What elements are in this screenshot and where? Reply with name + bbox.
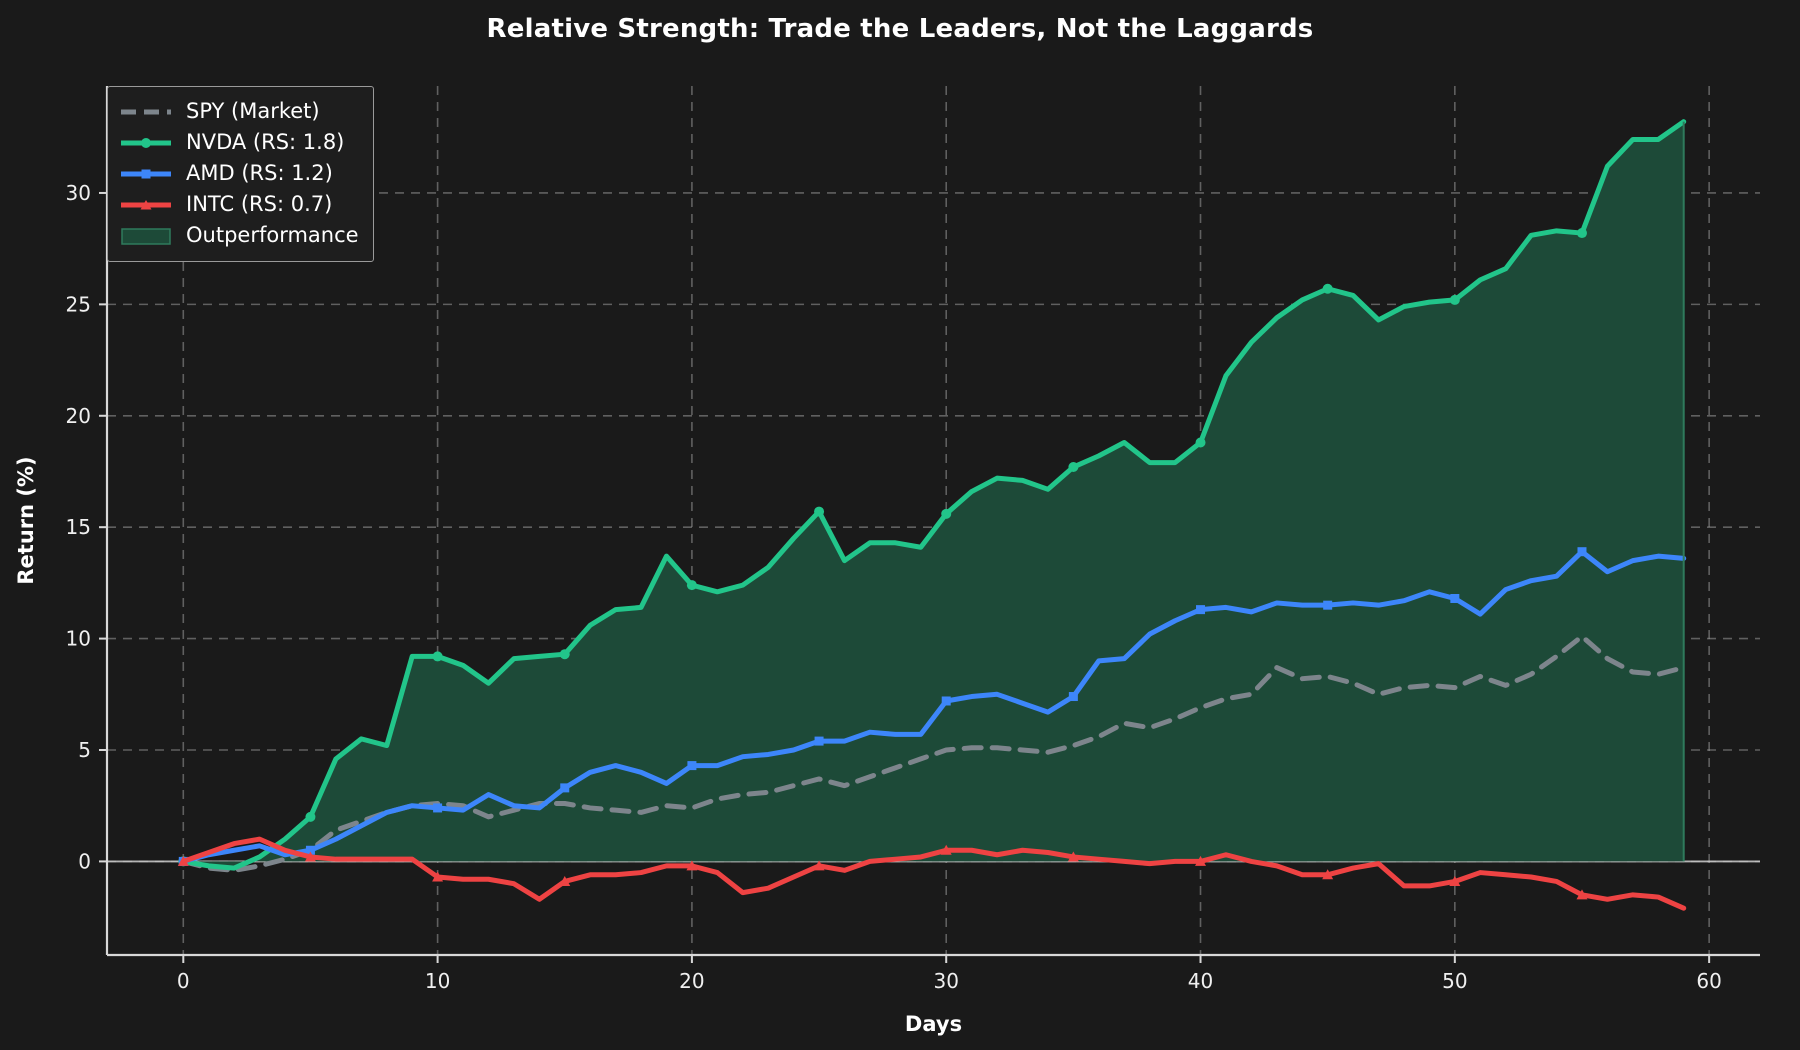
series-marker xyxy=(814,736,824,746)
series-marker xyxy=(686,860,698,871)
series-marker xyxy=(1067,851,1079,862)
series-marker xyxy=(177,855,189,866)
x-axis-label: Days xyxy=(905,1012,962,1036)
page-title: Relative Strength: Trade the Leaders, No… xyxy=(486,14,1314,44)
series-marker xyxy=(1196,605,1206,615)
series-marker xyxy=(1449,294,1460,305)
legend-marker xyxy=(141,169,151,178)
series-marker xyxy=(1068,692,1078,702)
series-intc xyxy=(177,836,1687,911)
legend-swatch-icon xyxy=(120,101,172,123)
series-marker xyxy=(559,649,570,660)
series-marker xyxy=(433,803,443,813)
series-marker xyxy=(941,696,951,706)
legend-marker xyxy=(140,199,152,209)
series-marker xyxy=(1322,283,1333,294)
series-marker xyxy=(687,761,697,771)
legend-label: Outperformance xyxy=(186,223,359,247)
series-marker xyxy=(432,871,444,882)
series-marker xyxy=(941,508,952,519)
series-marker xyxy=(813,860,825,871)
series-marker xyxy=(1450,593,1460,603)
series-marker xyxy=(1323,600,1333,610)
legend-item[interactable]: AMD (RS: 1.2) xyxy=(120,158,359,189)
series-marker xyxy=(1449,875,1461,886)
legend-swatch-icon xyxy=(120,132,172,154)
legend-label: NVDA (RS: 1.8) xyxy=(186,130,345,154)
x-tick-label: 10 xyxy=(425,969,450,993)
x-tick-label: 20 xyxy=(679,969,704,993)
x-tick-label: 30 xyxy=(933,969,958,993)
legend-swatch-icon xyxy=(120,163,172,185)
y-tick-label: 0 xyxy=(78,849,91,873)
x-tick-label: 60 xyxy=(1696,969,1721,993)
series-marker xyxy=(1322,869,1334,880)
series-marker xyxy=(1576,889,1588,900)
legend-item[interactable]: SPY (Market) xyxy=(120,96,359,127)
x-tick-label: 0 xyxy=(177,969,190,993)
legend-marker xyxy=(141,137,151,148)
legend-label: SPY (Market) xyxy=(186,99,320,123)
legend-item[interactable]: INTC (RS: 0.7) xyxy=(120,189,359,220)
series-marker xyxy=(1195,437,1206,448)
legend-label: AMD (RS: 1.2) xyxy=(186,161,333,185)
legend-item[interactable]: Outperformance xyxy=(120,220,359,251)
y-tick-label: 30 xyxy=(66,181,91,205)
chart-legend: SPY (Market) NVDA (RS: 1.8) AMD (RS: 1.2) I… xyxy=(107,86,374,262)
series-marker xyxy=(305,811,316,822)
series-marker xyxy=(560,783,570,793)
axis-ticks: 0 5 10 15 20 25 30 0 10 20 30 40 50 60 xyxy=(66,181,1722,993)
series-line xyxy=(180,836,1687,911)
series-marker xyxy=(559,875,571,886)
series-marker xyxy=(305,845,315,855)
y-axis-label: Return (%) xyxy=(14,456,38,584)
series-marker xyxy=(686,580,697,591)
legend-label: INTC (RS: 0.7) xyxy=(186,192,333,216)
y-tick-label: 25 xyxy=(66,292,91,316)
series-marker xyxy=(940,844,952,855)
y-tick-label: 20 xyxy=(66,404,91,428)
series-marker xyxy=(1195,855,1207,866)
legend-item[interactable]: NVDA (RS: 1.8) xyxy=(120,127,359,158)
series-marker xyxy=(304,851,316,862)
series-marker xyxy=(1068,462,1079,473)
legend-swatch-icon xyxy=(120,225,172,247)
y-tick-label: 5 xyxy=(78,738,91,762)
y-tick-label: 10 xyxy=(66,627,91,651)
x-tick-label: 50 xyxy=(1442,969,1467,993)
series-marker xyxy=(432,651,443,662)
legend-swatch-icon xyxy=(120,194,172,216)
series-marker xyxy=(814,506,825,517)
series-marker xyxy=(1576,228,1587,239)
y-tick-label: 15 xyxy=(66,515,91,539)
legend-patch xyxy=(121,227,171,245)
series-marker xyxy=(1577,547,1587,557)
x-tick-label: 40 xyxy=(1188,969,1213,993)
series-nvda xyxy=(178,119,1687,871)
outperformance-fill-area xyxy=(183,121,1684,869)
